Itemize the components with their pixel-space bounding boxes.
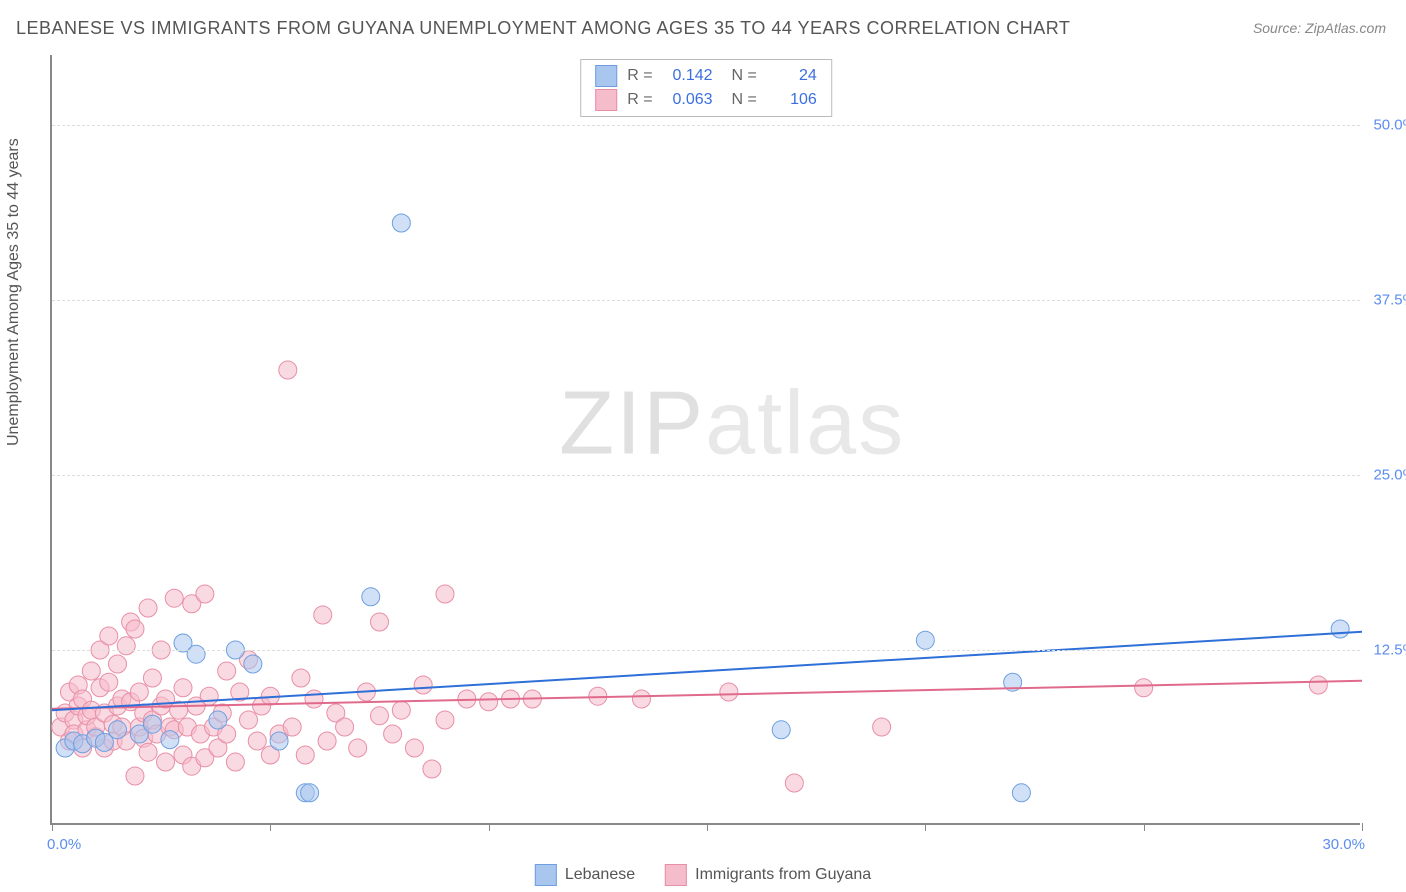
data-point bbox=[772, 721, 790, 739]
data-point bbox=[436, 585, 454, 603]
legend-label-0: Lebanese bbox=[565, 866, 635, 884]
chart-title: LEBANESE VS IMMIGRANTS FROM GUYANA UNEMP… bbox=[16, 18, 1070, 39]
data-point bbox=[283, 718, 301, 736]
data-point bbox=[296, 746, 314, 764]
data-point bbox=[873, 718, 891, 736]
data-point bbox=[157, 753, 175, 771]
data-point bbox=[436, 711, 454, 729]
data-point bbox=[1012, 784, 1030, 802]
data-point bbox=[139, 743, 157, 761]
data-point bbox=[633, 690, 651, 708]
data-point bbox=[126, 767, 144, 785]
source-label: Source: ZipAtlas.com bbox=[1253, 20, 1386, 36]
data-point bbox=[371, 613, 389, 631]
data-point bbox=[82, 662, 100, 680]
data-point bbox=[226, 753, 244, 771]
data-point bbox=[100, 673, 118, 691]
x-tick bbox=[270, 823, 271, 831]
x-min-label: 0.0% bbox=[47, 836, 81, 853]
data-point bbox=[916, 631, 934, 649]
data-point bbox=[301, 784, 319, 802]
data-point bbox=[130, 683, 148, 701]
data-point bbox=[218, 662, 236, 680]
data-point bbox=[336, 718, 354, 736]
data-point bbox=[117, 637, 135, 655]
chart-svg bbox=[52, 55, 1360, 823]
data-point bbox=[279, 361, 297, 379]
y-tick-label: 25.0% bbox=[1373, 467, 1406, 484]
data-point bbox=[392, 701, 410, 719]
data-point bbox=[349, 739, 367, 757]
data-point bbox=[244, 655, 262, 673]
x-max-label: 30.0% bbox=[1322, 836, 1365, 853]
data-point bbox=[1135, 679, 1153, 697]
data-point bbox=[109, 655, 127, 673]
legend-item-1: Immigrants from Guyana bbox=[665, 864, 871, 886]
x-tick bbox=[707, 823, 708, 831]
y-tick-label: 12.5% bbox=[1373, 642, 1406, 659]
x-tick bbox=[1144, 823, 1145, 831]
data-point bbox=[1331, 620, 1349, 638]
data-point bbox=[480, 693, 498, 711]
data-point bbox=[248, 732, 266, 750]
gridline-h bbox=[52, 125, 1360, 126]
data-point bbox=[143, 715, 161, 733]
x-tick bbox=[52, 823, 53, 831]
data-point bbox=[196, 585, 214, 603]
data-point bbox=[720, 683, 738, 701]
data-point bbox=[200, 687, 218, 705]
y-tick-label: 37.5% bbox=[1373, 292, 1406, 309]
data-point bbox=[143, 669, 161, 687]
gridline-h bbox=[52, 650, 1360, 651]
data-point bbox=[209, 711, 227, 729]
gridline-h bbox=[52, 300, 1360, 301]
legend-swatch-0 bbox=[535, 864, 557, 886]
data-point bbox=[270, 732, 288, 750]
data-point bbox=[161, 731, 179, 749]
data-point bbox=[1309, 676, 1327, 694]
data-point bbox=[414, 676, 432, 694]
data-point bbox=[423, 760, 441, 778]
data-point bbox=[292, 669, 310, 687]
data-point bbox=[109, 721, 127, 739]
data-point bbox=[371, 707, 389, 725]
legend-label-1: Immigrants from Guyana bbox=[695, 866, 871, 884]
data-point bbox=[139, 599, 157, 617]
gridline-h bbox=[52, 475, 1360, 476]
plot-area: ZIPatlas R = 0.142 N = 24 R = 0.063 N = … bbox=[50, 55, 1360, 825]
bottom-legend: Lebanese Immigrants from Guyana bbox=[535, 864, 871, 886]
x-tick bbox=[1362, 823, 1363, 831]
data-point bbox=[384, 725, 402, 743]
x-tick bbox=[489, 823, 490, 831]
data-point bbox=[240, 711, 258, 729]
data-point bbox=[187, 645, 205, 663]
y-axis-title: Unemployment Among Ages 35 to 44 years bbox=[5, 138, 23, 446]
data-point bbox=[126, 620, 144, 638]
data-point bbox=[314, 606, 332, 624]
data-point bbox=[165, 589, 183, 607]
x-tick bbox=[925, 823, 926, 831]
data-point bbox=[100, 627, 118, 645]
y-tick-label: 50.0% bbox=[1373, 117, 1406, 134]
data-point bbox=[392, 214, 410, 232]
data-point bbox=[305, 690, 323, 708]
data-point bbox=[785, 774, 803, 792]
data-point bbox=[405, 739, 423, 757]
data-point bbox=[362, 588, 380, 606]
legend-swatch-1 bbox=[665, 864, 687, 886]
legend-item-0: Lebanese bbox=[535, 864, 635, 886]
data-point bbox=[174, 679, 192, 697]
data-point bbox=[318, 732, 336, 750]
